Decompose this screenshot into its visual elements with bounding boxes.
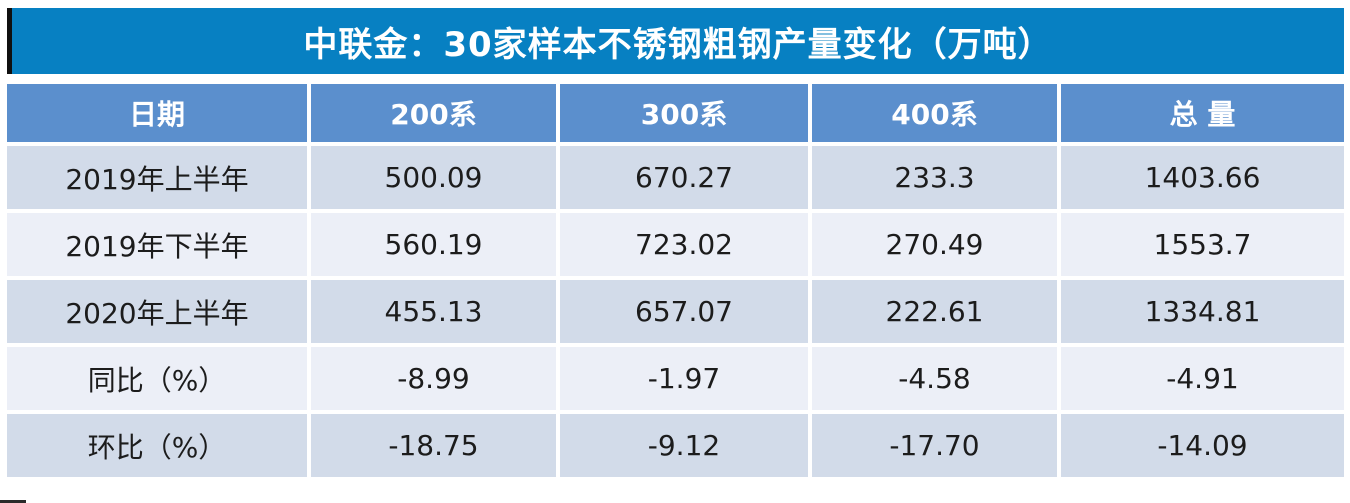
- table-cell: 500.09: [311, 146, 556, 209]
- row-label: 环比（%）: [7, 414, 307, 477]
- column-header-400: 400系: [812, 84, 1057, 142]
- table-cell: -8.99: [311, 347, 556, 410]
- table-title: 中联金：30家样本不锈钢粗钢产量变化（万吨）: [303, 24, 1053, 65]
- row-label: 同比（%）: [7, 347, 307, 410]
- table-cell: 1403.66: [1061, 146, 1344, 209]
- table-cell: 270.49: [812, 213, 1057, 276]
- row-label: 2019年下半年: [7, 213, 307, 276]
- table-cell: -1.97: [560, 347, 808, 410]
- row-label: 2020年上半年: [7, 280, 307, 343]
- row-label: 2019年上半年: [7, 146, 307, 209]
- table-cell: 222.61: [812, 280, 1057, 343]
- table-cell: -9.12: [560, 414, 808, 477]
- table-cell: -18.75: [311, 414, 556, 477]
- table-cell: 670.27: [560, 146, 808, 209]
- table-title-bar: 中联金：30家样本不锈钢粗钢产量变化（万吨）: [7, 8, 1344, 74]
- column-header-300: 300系: [560, 84, 808, 142]
- column-header-200: 200系: [311, 84, 556, 142]
- table-cell: 233.3: [812, 146, 1057, 209]
- table-cell: 723.02: [560, 213, 808, 276]
- column-header-total: 总 量: [1061, 84, 1344, 142]
- table-cell: 657.07: [560, 280, 808, 343]
- bottom-left-tick: [0, 500, 26, 503]
- column-header-date: 日期: [7, 84, 307, 142]
- data-table: 日期 200系 300系 400系 总 量 2019年上半年 500.09 67…: [7, 84, 1344, 477]
- table-cell: -4.91: [1061, 347, 1344, 410]
- table-cell: -4.58: [812, 347, 1057, 410]
- table-cell: 455.13: [311, 280, 556, 343]
- table-cell: -14.09: [1061, 414, 1344, 477]
- table-container: 中联金：30家样本不锈钢粗钢产量变化（万吨） 日期 200系 300系 400系…: [7, 8, 1344, 477]
- table-cell: 1334.81: [1061, 280, 1344, 343]
- table-cell: 560.19: [311, 213, 556, 276]
- table-cell: -17.70: [812, 414, 1057, 477]
- table-cell: 1553.7: [1061, 213, 1344, 276]
